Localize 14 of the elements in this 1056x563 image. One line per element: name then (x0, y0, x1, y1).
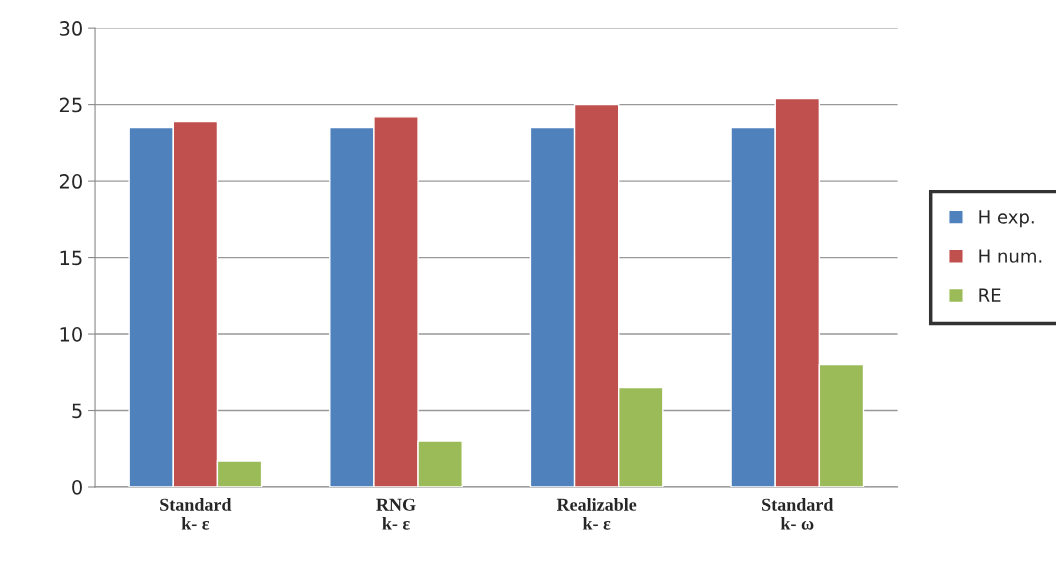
x-tick-label: Standard k- ω (762, 498, 834, 530)
y-tick-label: 25 (59, 97, 82, 113)
y-tick-label: 10 (60, 327, 82, 342)
y-tick-label: 30 (59, 21, 82, 36)
y-tick-label: 15 (60, 250, 82, 266)
x-tick-label: Standard k- ε (160, 498, 232, 530)
y-tick-label: 5 (72, 403, 82, 419)
y-tick-label: 0 (72, 479, 82, 495)
x-tick-label: Realizable k- ε (556, 498, 637, 530)
legend-label: H num. (979, 249, 1042, 263)
y-tick-label: 20 (59, 174, 82, 189)
legend-label: H exp. (979, 210, 1034, 228)
x-tick-label: RNG k- ε (376, 498, 416, 530)
legend-label: RE (979, 288, 1001, 302)
